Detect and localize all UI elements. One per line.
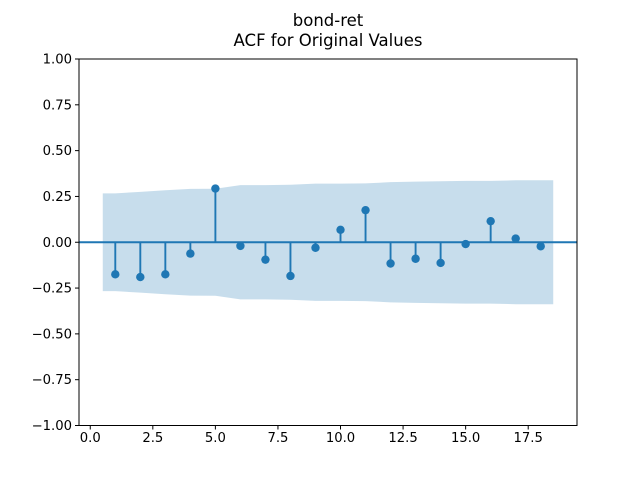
acf-marker-lag-3	[161, 270, 170, 279]
acf-marker-lag-17	[511, 234, 520, 243]
acf-marker-lag-11	[361, 205, 370, 215]
acf-marker-lag-2	[136, 272, 145, 282]
acf-marker-lag-16	[486, 216, 495, 226]
acf-marker-lag-8	[286, 271, 295, 281]
x-tick-label: 10.0	[326, 431, 355, 446]
acf-marker-lag-7	[261, 255, 270, 264]
acf-marker-lag-13	[411, 254, 420, 263]
acf-marker-lag-6	[236, 241, 245, 251]
y-tick-label: −0.25	[32, 282, 72, 297]
acf-marker-lag-15	[461, 239, 470, 249]
y-tick-label: 0.50	[43, 144, 72, 159]
acf-marker-lag-14	[436, 258, 445, 268]
acf-marker-lag-12	[386, 259, 395, 268]
y-tick-label: −0.50	[32, 327, 72, 342]
y-tick-label: −0.75	[32, 373, 72, 388]
chart-title: bond-ret	[293, 11, 364, 30]
x-tick-label: 5.0	[205, 431, 226, 446]
x-tick-label: 2.5	[142, 431, 163, 446]
x-tick-label: 0.0	[80, 431, 101, 446]
x-tick-label: 17.5	[514, 431, 543, 446]
x-tick-label: 15.0	[451, 431, 480, 446]
x-tick-label: 7.5	[267, 431, 288, 446]
plot-area: 0.0 2.5 5.0 7.5 10.0 12.5 15.0 17.5 1.00 0.75 0.50…	[32, 53, 578, 446]
x-tick-label: 12.5	[388, 431, 417, 446]
acf-marker-lag-9	[311, 243, 320, 252]
acf-marker-lag-10	[336, 225, 345, 234]
acf-marker-lag-4	[186, 249, 195, 258]
chart-subtitle: ACF for Original Values	[234, 31, 423, 50]
y-tick-label: 0.75	[43, 98, 72, 113]
acf-marker-lag-18	[536, 242, 545, 251]
y-tick-label: 1.00	[43, 53, 72, 68]
acf-marker-lag-5	[211, 184, 220, 193]
y-tick-label: −1.00	[32, 419, 72, 434]
acf-marker-lag-1	[111, 270, 120, 279]
y-tick-label: 0.00	[43, 236, 72, 251]
y-tick-label: 0.25	[43, 190, 72, 205]
